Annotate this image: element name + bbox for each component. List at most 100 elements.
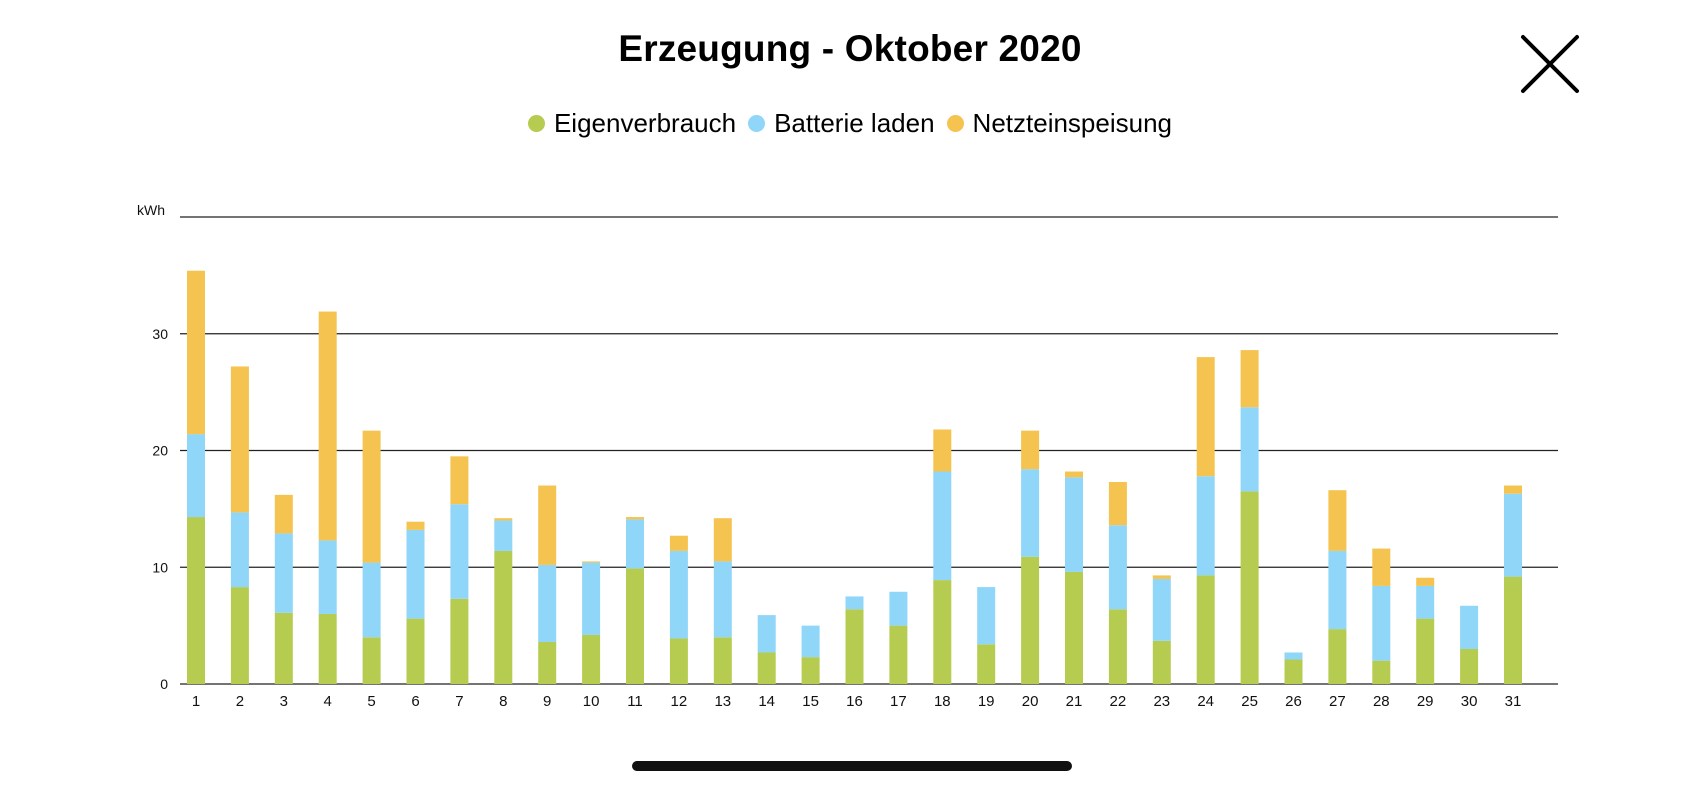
bar-segment-batterie-laden bbox=[582, 562, 601, 635]
x-tick-label: 2 bbox=[236, 693, 244, 710]
x-tick-label: 9 bbox=[543, 693, 551, 710]
legend-dot-eigenverbrauch bbox=[527, 115, 545, 132]
bar-segment-eigenverbrauch bbox=[933, 580, 952, 684]
close-icon[interactable] bbox=[1520, 34, 1580, 94]
bar-segment-batterie-laden bbox=[494, 520, 513, 551]
y-tick-label: 0 bbox=[160, 676, 168, 692]
x-tick-label: 13 bbox=[714, 693, 731, 710]
bar-segment-batterie-laden bbox=[757, 615, 776, 653]
x-tick-label: 16 bbox=[846, 693, 863, 710]
x-tick-label: 26 bbox=[1285, 693, 1302, 710]
bar-segment-eigenverbrauch bbox=[582, 634, 601, 684]
legend-item-batterie-laden: Batterie laden bbox=[748, 108, 935, 139]
bar-segment-netzteinspeisung bbox=[494, 518, 513, 521]
bar-segment-eigenverbrauch bbox=[1328, 629, 1347, 684]
x-tick-label: 23 bbox=[1153, 693, 1170, 710]
bar-segment-netzteinspeisung bbox=[538, 485, 557, 565]
legend-dot-netzteinspeisung bbox=[946, 115, 964, 132]
bar-segment-eigenverbrauch bbox=[1108, 609, 1127, 684]
bar-segment-eigenverbrauch bbox=[494, 550, 513, 684]
x-tick-label: 25 bbox=[1241, 693, 1258, 710]
bar-segment-batterie-laden bbox=[450, 504, 469, 599]
bar-segment-eigenverbrauch bbox=[626, 568, 644, 684]
legend-item-netzteinspeisung: Netzteinspeisung bbox=[946, 108, 1173, 139]
bar-segment-netzteinspeisung bbox=[362, 430, 381, 563]
legend-item-eigenverbrauch: Eigenverbrauch bbox=[527, 108, 736, 139]
bar-segment-netzteinspeisung bbox=[582, 561, 601, 563]
bar-segment-eigenverbrauch bbox=[1065, 571, 1083, 684]
x-tick-label: 3 bbox=[280, 693, 288, 710]
bar-segment-netzteinspeisung bbox=[1328, 490, 1347, 551]
legend-label-batterie-laden: Batterie laden bbox=[774, 108, 935, 138]
bar-segment-batterie-laden bbox=[230, 512, 249, 588]
y-tick-label: 10 bbox=[152, 559, 168, 575]
bar-segment-batterie-laden bbox=[889, 591, 908, 626]
bar-segment-batterie-laden bbox=[1065, 477, 1083, 572]
bar-segment-batterie-laden bbox=[1108, 525, 1127, 610]
x-tick-label: 4 bbox=[324, 693, 332, 710]
x-tick-label: 21 bbox=[1066, 693, 1083, 710]
bar-segment-batterie-laden bbox=[406, 529, 425, 619]
bar-segment-batterie-laden bbox=[187, 434, 205, 518]
x-tick-label: 7 bbox=[455, 693, 463, 710]
bar-segment-batterie-laden bbox=[1328, 550, 1347, 630]
bar-segment-netzteinspeisung bbox=[450, 456, 469, 505]
bar-segment-eigenverbrauch bbox=[318, 613, 337, 684]
x-tick-label: 22 bbox=[1110, 693, 1127, 710]
bar-segment-eigenverbrauch bbox=[757, 652, 776, 684]
bar-segment-eigenverbrauch bbox=[1152, 640, 1171, 684]
bar-segment-netzteinspeisung bbox=[274, 494, 293, 534]
bar-segment-netzteinspeisung bbox=[1065, 471, 1083, 478]
x-tick-label: 8 bbox=[499, 693, 507, 710]
bar-segment-eigenverbrauch bbox=[450, 598, 469, 684]
bar-segment-batterie-laden bbox=[1372, 585, 1391, 661]
bar-segment-netzteinspeisung bbox=[933, 429, 952, 472]
bar-segment-eigenverbrauch bbox=[1416, 618, 1435, 684]
x-tick-label: 14 bbox=[758, 693, 775, 710]
bar-segment-batterie-laden bbox=[1504, 493, 1522, 577]
x-tick-label: 17 bbox=[890, 693, 907, 710]
x-tick-label: 24 bbox=[1197, 693, 1214, 710]
x-tick-label: 30 bbox=[1461, 693, 1478, 710]
bar-segment-netzteinspeisung bbox=[1021, 430, 1040, 470]
bar-segment-eigenverbrauch bbox=[1240, 491, 1259, 684]
bar-segment-netzteinspeisung bbox=[406, 521, 425, 530]
bar-segment-netzteinspeisung bbox=[1152, 575, 1171, 579]
x-tick-label: 19 bbox=[978, 693, 995, 710]
bar-segment-batterie-laden bbox=[933, 471, 952, 581]
bar-segment-batterie-laden bbox=[1196, 476, 1215, 576]
bar-segment-batterie-laden bbox=[713, 561, 732, 638]
legend-label-netzteinspeisung: Netzteinspeisung bbox=[972, 108, 1173, 138]
x-tick-label: 31 bbox=[1505, 693, 1522, 710]
bar-segment-eigenverbrauch bbox=[1372, 660, 1391, 684]
x-tick-label: 15 bbox=[802, 693, 819, 710]
bar-segment-eigenverbrauch bbox=[889, 625, 908, 684]
bar-segment-eigenverbrauch bbox=[977, 644, 996, 684]
x-tick-label: 29 bbox=[1417, 693, 1434, 710]
bar-segment-batterie-laden bbox=[274, 533, 293, 613]
x-tick-label: 11 bbox=[627, 693, 643, 710]
bar-segment-eigenverbrauch bbox=[713, 637, 732, 684]
chart-title: Erzeugung - Oktober 2020 bbox=[618, 28, 1082, 69]
bar-segment-batterie-laden bbox=[1021, 469, 1040, 557]
bar-segment-eigenverbrauch bbox=[362, 637, 381, 684]
bar-segment-eigenverbrauch bbox=[187, 517, 205, 684]
bar-segment-batterie-laden bbox=[362, 562, 381, 638]
x-tick-label: 12 bbox=[671, 693, 688, 710]
y-tick-label: 20 bbox=[152, 443, 168, 459]
bar-segment-eigenverbrauch bbox=[274, 612, 293, 684]
legend-dot-batterie-laden bbox=[748, 115, 766, 132]
home-indicator[interactable] bbox=[632, 761, 1072, 771]
bar-segment-batterie-laden bbox=[1416, 585, 1435, 619]
y-tick-label: 30 bbox=[152, 326, 168, 342]
x-tick-label: 20 bbox=[1022, 693, 1039, 710]
x-tick-label: 5 bbox=[367, 693, 375, 710]
bar-segment-eigenverbrauch bbox=[406, 618, 425, 684]
bar-segment-netzteinspeisung bbox=[626, 517, 644, 520]
bar-segment-eigenverbrauch bbox=[1196, 575, 1215, 684]
bar-segment-eigenverbrauch bbox=[538, 641, 557, 684]
bar-segment-netzteinspeisung bbox=[187, 270, 205, 435]
x-tick-label: 1 bbox=[192, 693, 200, 710]
bar-segment-batterie-laden bbox=[801, 625, 820, 658]
bar-segment-eigenverbrauch bbox=[1504, 576, 1522, 684]
